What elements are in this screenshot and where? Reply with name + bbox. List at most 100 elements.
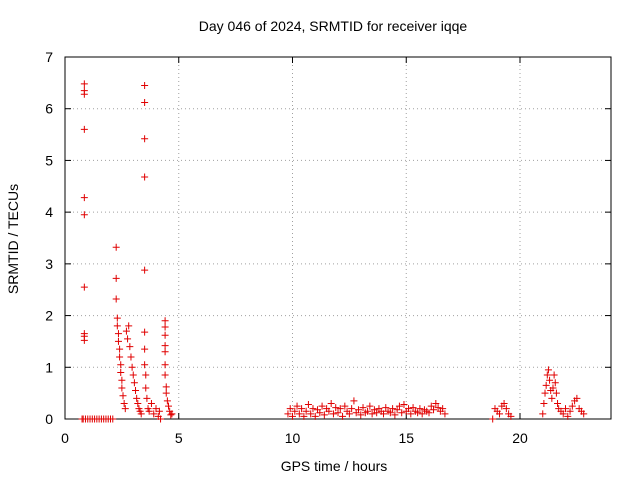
data-point <box>132 387 140 395</box>
data-point <box>168 410 176 418</box>
data-point <box>425 409 433 417</box>
y-axis-label: SRMTID / TECUs <box>5 184 21 294</box>
data-point <box>157 415 165 423</box>
data-point <box>500 399 508 407</box>
data-point <box>114 337 122 345</box>
data-point <box>562 405 569 413</box>
data-point <box>116 353 124 361</box>
x-axis-label: GPS time / hours <box>281 458 388 474</box>
y-tick-label: 0 <box>45 411 53 427</box>
data-point <box>113 314 121 322</box>
grid-lines <box>65 57 611 419</box>
data-point <box>350 397 358 405</box>
data-point <box>133 394 141 402</box>
data-point <box>117 361 125 369</box>
data-point <box>141 99 149 107</box>
data-point <box>117 368 125 376</box>
data-point <box>161 317 169 325</box>
data-point <box>329 410 337 418</box>
data-point <box>395 402 403 410</box>
data-point <box>120 399 128 407</box>
data-point <box>122 327 130 335</box>
data-point <box>552 389 560 397</box>
data-point <box>141 328 149 336</box>
data-point <box>382 404 390 412</box>
data-point <box>539 410 547 418</box>
y-tick-label: 5 <box>45 152 53 168</box>
data-point <box>124 335 132 343</box>
data-point <box>80 90 88 98</box>
data-point <box>544 366 552 374</box>
data-point <box>543 371 551 379</box>
data-point <box>434 404 442 412</box>
data-point <box>126 343 134 351</box>
data-point <box>134 399 142 407</box>
data-point <box>540 399 548 407</box>
data-point <box>295 410 303 418</box>
data-point <box>320 411 328 419</box>
data-point <box>141 173 149 181</box>
data-point <box>291 407 299 415</box>
data-point <box>145 407 153 415</box>
data-point <box>300 412 308 420</box>
data-point <box>496 410 504 418</box>
x-tick-label: 20 <box>512 430 528 446</box>
data-point <box>549 384 557 392</box>
data-point <box>80 125 88 133</box>
data-point <box>386 409 394 417</box>
data-point <box>130 379 138 387</box>
data-point <box>541 389 549 397</box>
data-point <box>489 415 497 423</box>
data-point <box>380 410 387 418</box>
data-point <box>116 345 124 353</box>
data-point <box>165 402 173 410</box>
data-point <box>298 405 306 413</box>
data-point <box>573 394 581 402</box>
data-point <box>332 404 340 412</box>
data-point <box>161 342 169 350</box>
data-point <box>327 399 335 407</box>
x-tick-label: 5 <box>175 430 183 446</box>
data-point <box>414 409 422 417</box>
data-point <box>137 410 145 418</box>
data-point <box>167 411 175 419</box>
data-point <box>118 376 126 384</box>
data-point <box>348 405 356 413</box>
data-point <box>302 407 310 415</box>
data-point <box>161 323 169 331</box>
data-point <box>142 384 150 392</box>
data-point <box>118 384 126 392</box>
y-tick-label: 2 <box>45 308 53 324</box>
y-tick-label: 6 <box>45 101 53 117</box>
data-point <box>559 410 567 418</box>
data-point <box>418 410 426 418</box>
data-point <box>80 194 88 202</box>
data-point <box>398 409 406 417</box>
data-point <box>416 405 424 413</box>
x-tick-label: 15 <box>398 430 414 446</box>
data-point <box>373 409 381 417</box>
data-point <box>550 371 558 379</box>
data-point <box>155 407 163 415</box>
data-point <box>286 405 294 413</box>
plot-frame <box>64 56 612 420</box>
data-point <box>400 401 408 409</box>
data-point <box>141 345 149 353</box>
data-point <box>359 404 367 412</box>
data-points <box>78 80 588 423</box>
data-point <box>318 402 326 410</box>
data-point <box>551 379 559 387</box>
data-point <box>554 399 562 407</box>
chart-title: Day 046 of 2024, SRMTID for receiver iqq… <box>199 18 468 34</box>
y-tick-label: 4 <box>45 204 53 220</box>
data-point <box>127 353 135 361</box>
data-point <box>546 376 554 384</box>
data-point <box>80 336 88 344</box>
data-point <box>161 371 169 379</box>
data-point <box>147 399 155 407</box>
data-point <box>112 274 120 282</box>
x-tick-label: 10 <box>285 430 301 446</box>
data-point <box>141 81 149 89</box>
data-point <box>564 412 572 420</box>
